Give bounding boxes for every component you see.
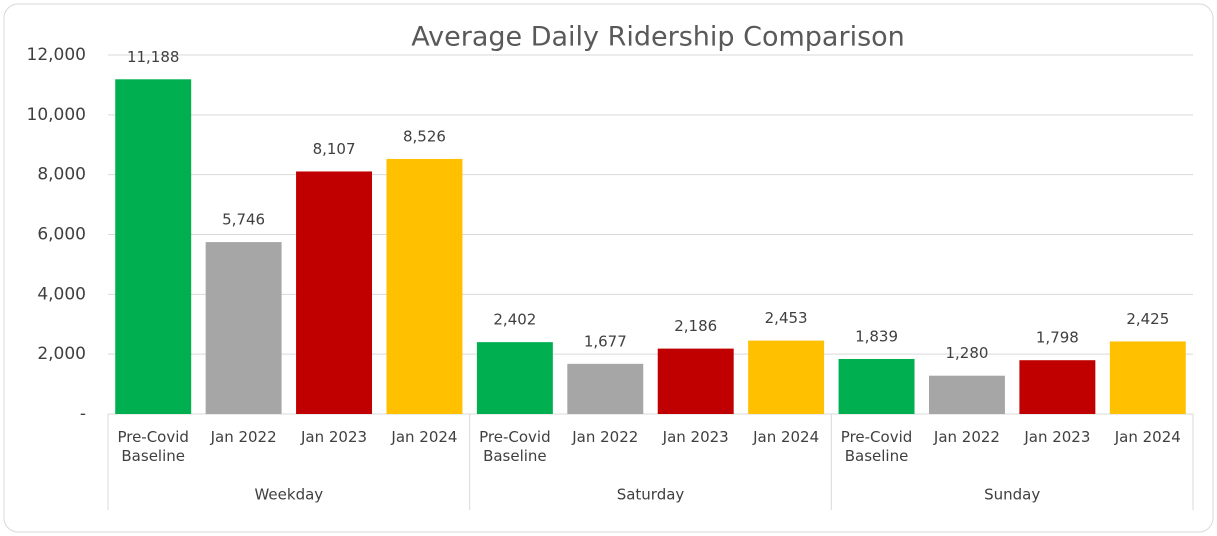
bar [386, 158, 463, 414]
x-tick-label: Jan 2024 [1114, 428, 1181, 446]
bar [205, 242, 282, 414]
x-tick-label: Jan 2022 [572, 428, 639, 446]
x-tick-label: Jan 2024 [391, 428, 458, 446]
y-tick-label: - [80, 404, 86, 424]
bar [115, 79, 192, 415]
value-label: 8,107 [313, 140, 356, 158]
value-label: 8,526 [403, 127, 446, 145]
x-tick-label: Jan 2024 [753, 428, 820, 446]
x-tick-label: Pre-Covid Baseline [479, 428, 551, 465]
value-label: 2,402 [493, 311, 536, 329]
y-tick-label: 6,000 [37, 225, 86, 245]
bar [657, 348, 734, 414]
bar [928, 375, 1005, 414]
bar [838, 358, 915, 414]
value-label: 2,186 [674, 317, 717, 335]
value-label: 1,798 [1036, 329, 1079, 347]
value-label: 1,839 [855, 327, 898, 345]
x-tick-label: Pre-Covid Baseline [117, 428, 189, 465]
value-label: 2,425 [1126, 310, 1169, 328]
bar [296, 171, 373, 414]
x-tick-label: Pre-Covid Baseline [840, 428, 913, 465]
y-tick-label: 12,000 [27, 45, 86, 65]
x-tick-label: Jan 2023 [1024, 428, 1091, 446]
y-tick-label: 10,000 [27, 105, 86, 125]
x-tick-label: Jan 2022 [210, 428, 277, 446]
value-label: 1,280 [945, 344, 988, 362]
y-tick-label: 4,000 [37, 284, 86, 304]
group-label: Sunday [984, 486, 1040, 504]
bar [748, 340, 825, 414]
bar [567, 363, 644, 414]
bar [1019, 360, 1096, 414]
value-label: 1,677 [584, 332, 627, 350]
chart-title: Average Daily Ridership Comparison [411, 22, 905, 53]
value-label: 5,746 [222, 211, 265, 229]
x-tick-label: Jan 2022 [933, 428, 1000, 446]
bar [1109, 341, 1186, 414]
bar [476, 342, 553, 414]
group-label: Saturday [617, 486, 685, 504]
x-tick-label: Jan 2023 [662, 428, 729, 446]
x-tick-label: Jan 2023 [300, 428, 368, 446]
y-tick-label: 2,000 [37, 344, 86, 364]
group-label: Weekday [254, 486, 323, 504]
value-label: 11,188 [127, 48, 180, 66]
y-tick-label: 8,000 [37, 165, 86, 185]
value-label: 2,453 [765, 309, 808, 327]
